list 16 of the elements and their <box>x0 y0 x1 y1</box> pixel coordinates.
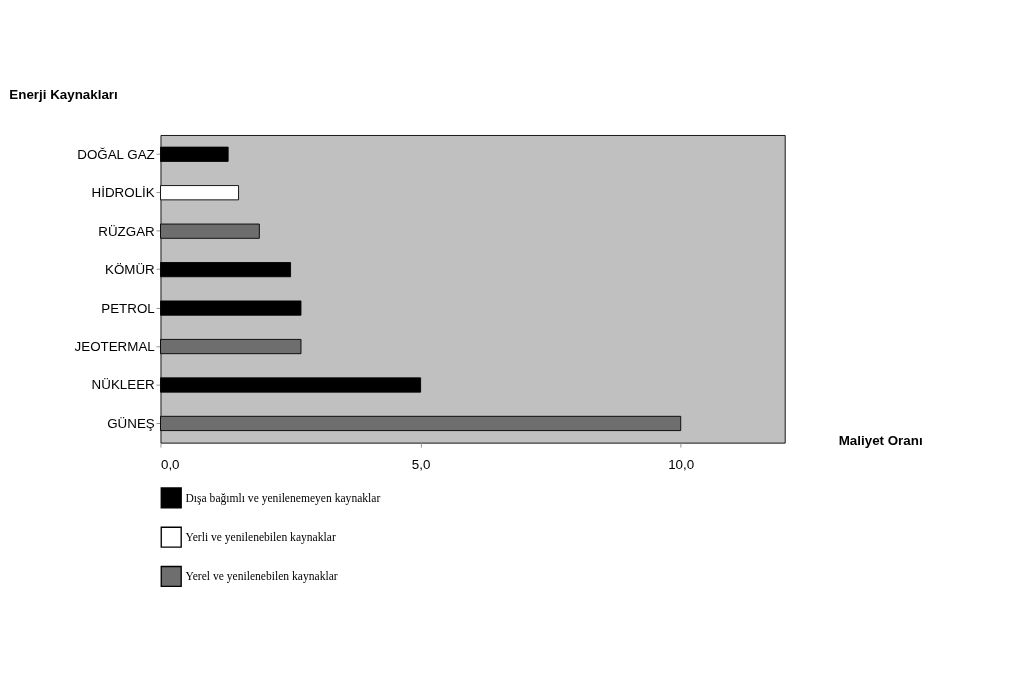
x-tick-label: 5,0 <box>411 456 431 472</box>
x-axis-title: Maliyet Oranı <box>838 432 923 448</box>
y-tick-label: PETROL <box>101 300 155 316</box>
y-tick-label: DOĞAL GAZ <box>77 146 155 162</box>
legend-label: Yerli ve yenilenebilen kaynaklar <box>185 530 336 544</box>
y-axis-title: Enerji Kaynakları <box>9 86 118 102</box>
y-tick-label: GÜNEŞ <box>107 415 155 431</box>
legend-label: Yerel ve yenilenebilen kaynaklar <box>185 570 338 584</box>
y-tick-label: RÜZGAR <box>98 223 156 239</box>
x-tick-label: 10,0 <box>668 456 695 472</box>
y-tick-label: KÖMÜR <box>104 262 156 278</box>
y-tick-label: HİDROLİK <box>91 185 155 201</box>
legend-label: Dışa bağımlı ve yenilenemeyen kaynaklar <box>185 491 381 505</box>
x-tick-label: 0,0 <box>160 456 180 472</box>
y-tick-label: NÜKLEER <box>91 377 156 393</box>
y-tick-label: JEOTERMAL <box>74 339 155 354</box>
